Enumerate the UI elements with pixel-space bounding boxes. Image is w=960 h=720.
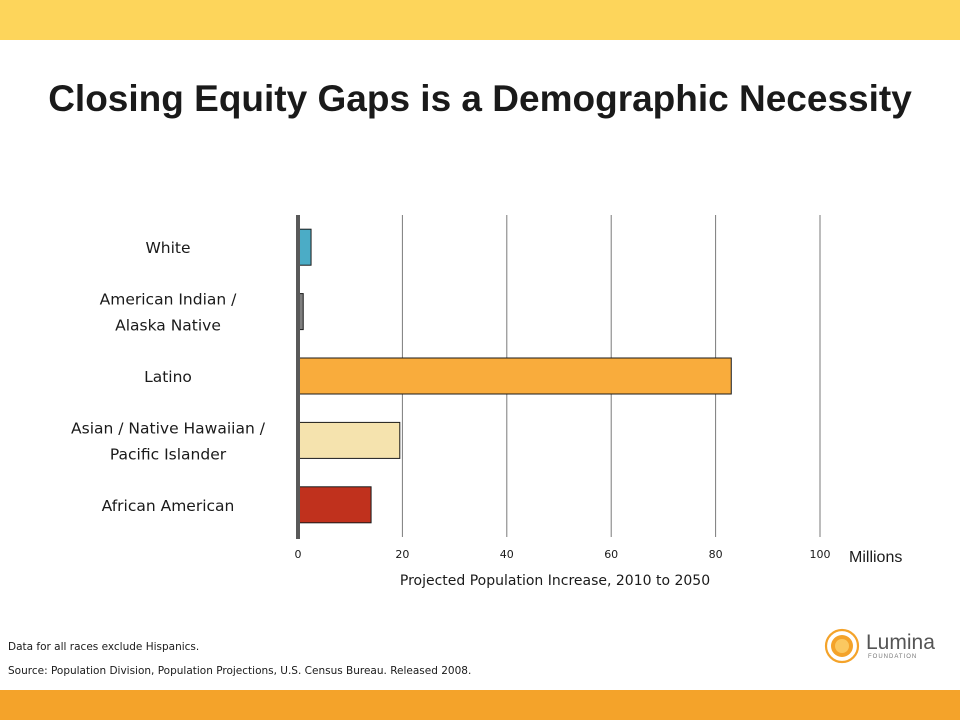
exclusion-note: Data for all races exclude Hispanics. — [8, 641, 200, 653]
lumina-sun-icon — [824, 628, 860, 664]
page-title: Closing Equity Gaps is a Demographic Nec… — [48, 78, 912, 119]
bar-chart: White American Indian / Alaska Native Latin… — [71, 215, 831, 589]
unit-label: Millions — [849, 549, 903, 566]
category-label: African American — [102, 497, 235, 515]
category-label: Latino — [144, 368, 192, 386]
logo-wordmark: Lumina — [866, 631, 935, 654]
category-label: Alaska Native — [115, 317, 221, 335]
bars — [297, 228, 732, 524]
bottom-banner — [0, 690, 960, 720]
bar — [297, 486, 372, 524]
lumina-logo: Lumina FOUNDATION — [824, 626, 944, 666]
category-label: Asian / Native Hawaiian / — [71, 419, 266, 437]
category-label: Pacific Islander — [110, 445, 227, 463]
source-note: Source: Population Division, Population … — [8, 665, 472, 677]
logo-subtext: FOUNDATION — [868, 654, 918, 660]
x-tick-label: 100 — [810, 548, 831, 561]
x-tick-label: 0 — [295, 548, 302, 561]
category-label: American Indian / — [100, 291, 237, 309]
bar — [297, 357, 732, 395]
bar — [297, 421, 401, 459]
x-axis-title: Projected Population Increase, 2010 to 2… — [400, 573, 710, 589]
category-labels: White American Indian / Alaska Native Latin… — [71, 239, 266, 515]
category-label: White — [145, 239, 190, 257]
x-tick-label: 20 — [395, 548, 409, 561]
x-tick-label: 60 — [604, 548, 618, 561]
x-tick-labels: 0 20 40 60 80 100 — [295, 548, 831, 561]
top-banner — [0, 0, 960, 40]
x-tick-label: 80 — [709, 548, 723, 561]
x-tick-label: 40 — [500, 548, 514, 561]
